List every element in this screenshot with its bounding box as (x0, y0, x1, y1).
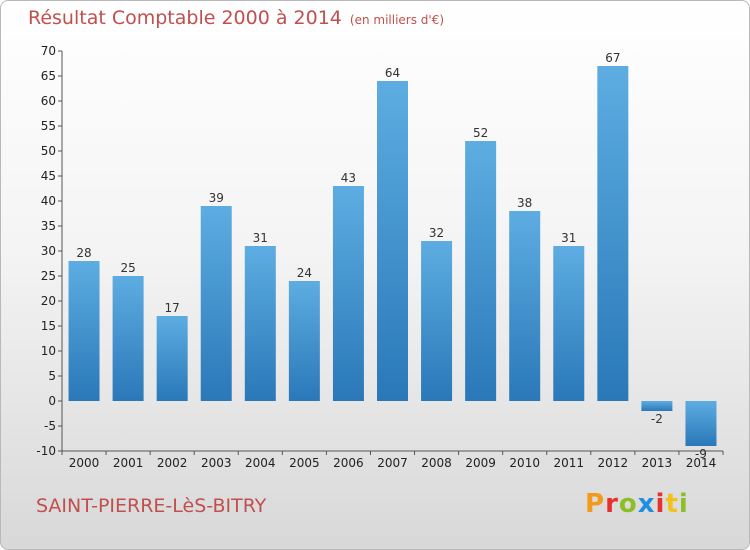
data-label: 24 (297, 266, 312, 280)
x-tick-label: 2009 (465, 456, 496, 470)
data-label: -2 (651, 412, 663, 426)
bar (200, 206, 232, 401)
y-tick-label: 25 (41, 269, 56, 283)
y-tick-label: 70 (41, 44, 56, 58)
data-label: 31 (561, 231, 576, 245)
y-tick-label: -10 (36, 444, 56, 458)
bar (465, 141, 497, 401)
x-tick-label: 2010 (509, 456, 540, 470)
data-label: 39 (209, 191, 224, 205)
bar (377, 81, 408, 401)
y-tick-label: 10 (41, 344, 56, 358)
y-tick-label: 60 (41, 94, 56, 108)
bar (597, 66, 629, 401)
bar (685, 401, 717, 446)
logo-letter: i (655, 489, 666, 519)
data-label: 31 (253, 231, 268, 245)
data-label: 38 (517, 196, 532, 210)
y-axis: -10 -5 0 5 10 15 20 25 30 35 40 45 50 55 60 65 70 (36, 44, 63, 458)
y-tick-label: 5 (48, 369, 56, 383)
data-label: 32 (429, 226, 444, 240)
logo-letter: t (665, 489, 679, 519)
y-tick-label: 45 (41, 169, 56, 183)
x-tick-label: 2004 (245, 456, 276, 470)
y-tick-label: 55 (41, 119, 56, 133)
bar (553, 246, 585, 401)
x-tick-label: 2011 (553, 456, 584, 470)
x-tick-label: 2007 (377, 456, 408, 470)
bar (156, 316, 188, 401)
logo-letter: o (618, 489, 638, 519)
data-label: 28 (76, 246, 91, 260)
logo-letter: x (637, 489, 656, 519)
bar (244, 246, 276, 401)
x-tick-label: 2006 (333, 456, 364, 470)
proxiti-logo[interactable]: Proxiti (585, 489, 689, 519)
x-tick-label: 2008 (421, 456, 452, 470)
x-tick-label: 2012 (598, 456, 629, 470)
data-label: 67 (605, 51, 620, 65)
x-axis: 2000 2001 2002 2003 2004 2005 2006 2007 2008 2009… (61, 450, 724, 470)
bar (288, 281, 320, 401)
x-tick-label: 2002 (157, 456, 188, 470)
y-tick-label: 40 (41, 194, 56, 208)
logo-letter: P (585, 489, 606, 519)
data-label: 64 (385, 66, 400, 80)
bar (421, 241, 453, 401)
commune-name: SAINT-PIERRE-LèS-BITRY (36, 495, 267, 517)
bar (112, 276, 144, 401)
chart-title: Résultat Comptable 2000 à 2014 (en millie… (28, 7, 444, 29)
x-tick-label: 2000 (69, 456, 100, 470)
bar (509, 211, 541, 401)
x-tick-label: 2003 (201, 456, 232, 470)
data-label: 43 (341, 171, 356, 185)
bar-series (68, 66, 717, 446)
data-label: -9 (695, 447, 707, 461)
y-tick-label: 35 (41, 219, 56, 233)
data-label: 17 (165, 301, 180, 315)
bar (68, 261, 100, 401)
data-label: 52 (473, 126, 488, 140)
y-tick-label: -5 (44, 419, 56, 433)
data-label: 25 (120, 261, 135, 275)
y-tick-label: 65 (41, 69, 56, 83)
y-tick-label: 20 (41, 294, 56, 308)
bar (332, 186, 364, 401)
y-tick-label: 0 (48, 394, 56, 408)
bar (641, 401, 673, 411)
x-tick-label: 2013 (642, 456, 673, 470)
x-tick-label: 2014 (686, 456, 717, 470)
y-tick-label: 30 (41, 244, 56, 258)
title-text: Résultat Comptable 2000 à 2014 (28, 7, 342, 29)
x-tick-label: 2005 (289, 456, 320, 470)
y-tick-label: 15 (41, 319, 56, 333)
logo-letter: i (678, 489, 689, 519)
y-tick-label: 50 (41, 144, 56, 158)
chart-subtitle: (en milliers d'€) (349, 13, 445, 27)
x-tick-label: 2001 (113, 456, 144, 470)
data-labels: 28 25 17 39 31 24 43 64 32 52 38 31 67 -2 -9 (76, 51, 707, 461)
logo-letter: r (605, 489, 619, 519)
